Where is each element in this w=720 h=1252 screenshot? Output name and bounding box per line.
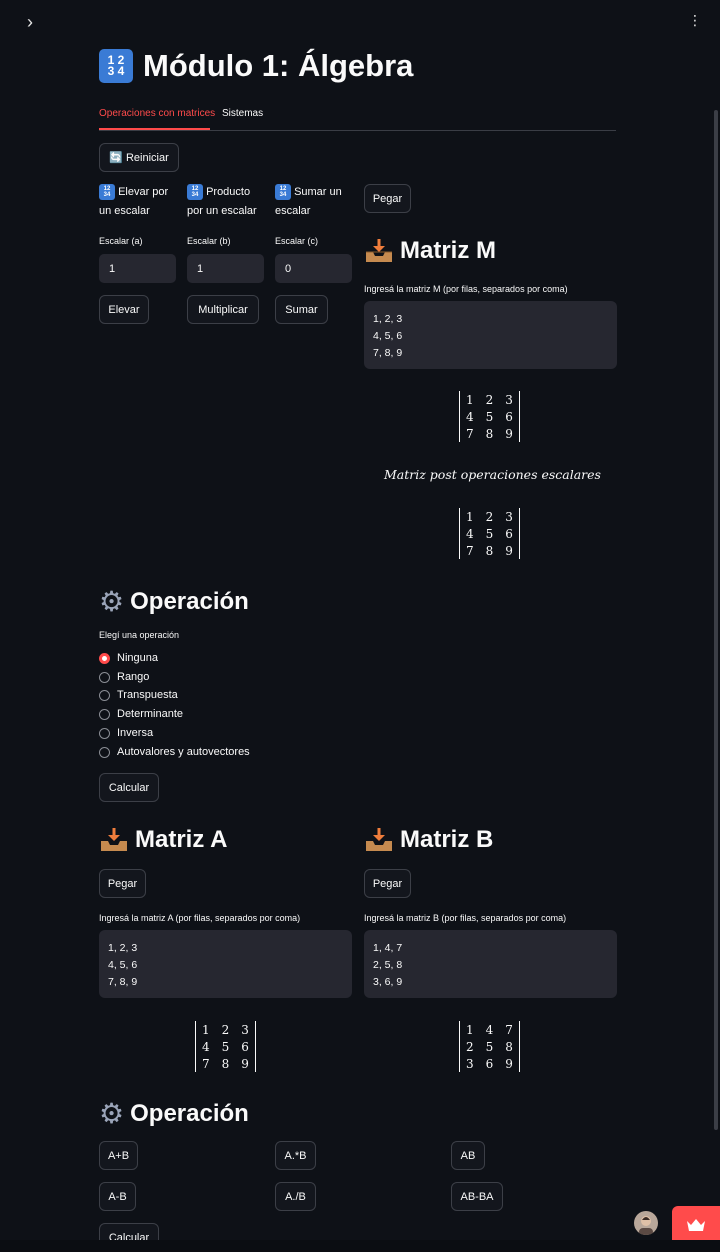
matrix-a-heading: Matriz A xyxy=(99,826,227,854)
page-title-text: Módulo 1: Álgebra xyxy=(143,48,414,83)
radio-unchecked-icon xyxy=(99,671,110,683)
matrix-a-input-label: Ingresá la matriz A (por filas, separado… xyxy=(99,913,301,923)
a-elementwise-mult-b-button[interactable]: A.*B xyxy=(275,1141,316,1170)
matrix-b-heading: Matriz B xyxy=(364,826,493,854)
matrix-b-input-label: Ingresá la matriz B (por filas, separado… xyxy=(364,913,567,923)
sidebar-expand-icon[interactable]: › xyxy=(27,12,33,32)
scalar-c-input[interactable]: 0 xyxy=(275,254,352,283)
bottom-bar xyxy=(0,1240,720,1252)
scalar-c-label: Escalar (c) xyxy=(275,236,319,246)
commutator-button[interactable]: AB-BA xyxy=(451,1182,503,1211)
scalar-op-heading-2: 12 34 Producto por un escalar xyxy=(187,184,257,217)
operation-heading-1: ⚙ Operación xyxy=(99,586,249,617)
elevar-button[interactable]: Elevar xyxy=(99,295,149,324)
scrollbar[interactable] xyxy=(714,110,718,1130)
numbers-emoji-icon: 12 34 xyxy=(99,184,115,201)
scalar-op-heading-1: 12 34 Elevar por un escalar xyxy=(99,184,169,217)
scalar-a-label: Escalar (a) xyxy=(99,236,143,246)
radio-checked-icon xyxy=(99,652,110,664)
calcular-button-1[interactable]: Calcular xyxy=(99,773,159,802)
matrix-m-heading: Matriz M xyxy=(364,237,496,265)
a-minus-b-button[interactable]: A-B xyxy=(99,1182,136,1211)
matrix-m-textarea[interactable]: 1, 2, 3 4, 5, 6 7, 8, 9 xyxy=(364,301,617,369)
radio-unchecked-icon xyxy=(99,708,110,720)
gear-icon: ⚙ xyxy=(99,586,125,617)
radio-option-ninguna[interactable]: Ninguna xyxy=(99,652,158,664)
scalar-a-input[interactable]: 1 xyxy=(99,254,176,283)
radio-option-autovalores[interactable]: Autovalores y autovectores xyxy=(99,746,250,758)
scalar-b-input[interactable]: 1 xyxy=(187,254,264,283)
radio-option-inversa[interactable]: Inversa xyxy=(99,727,153,739)
main-menu-icon[interactable]: ⋮ xyxy=(688,12,702,28)
operation-select-label: Elegí una operación xyxy=(99,630,180,640)
radio-option-determinante[interactable]: Determinante xyxy=(99,708,183,720)
paste-m-button[interactable]: Pegar xyxy=(364,184,411,213)
radio-unchecked-icon xyxy=(99,689,110,701)
radio-option-transpuesta[interactable]: Transpuesta xyxy=(99,689,178,701)
scalar-op-heading-3: 12 34 Sumar un escalar xyxy=(275,184,342,217)
numbers-emoji-icon: 12 34 xyxy=(275,184,291,201)
reset-button[interactable]: 🔄 Reiniciar xyxy=(99,143,179,172)
radio-unchecked-icon xyxy=(99,727,110,739)
inbox-tray-icon xyxy=(364,827,394,853)
ab-product-button[interactable]: AB xyxy=(451,1141,485,1170)
radio-option-rango[interactable]: Rango xyxy=(99,671,149,683)
scalar-b-label: Escalar (b) xyxy=(187,236,231,246)
gear-icon: ⚙ xyxy=(99,1098,125,1129)
radio-unchecked-icon xyxy=(99,746,110,758)
paste-b-button[interactable]: Pegar xyxy=(364,869,411,898)
inbox-tray-icon xyxy=(99,827,129,853)
tab-bar: Operaciones con matrices Sistemas xyxy=(99,104,616,131)
numbers-emoji-icon: 12 34 xyxy=(187,184,203,201)
operation-heading-2: ⚙ Operación xyxy=(99,1098,249,1129)
matrix-b-textarea[interactable]: 1, 4, 7 2, 5, 8 3, 6, 9 xyxy=(364,930,617,998)
active-tab-indicator xyxy=(99,128,210,130)
streamlit-crown-icon[interactable] xyxy=(672,1206,720,1244)
inbox-tray-icon xyxy=(364,238,394,264)
tab-operaciones-con-matrices[interactable]: Operaciones con matrices xyxy=(99,108,216,119)
matrix-a-textarea[interactable]: 1, 2, 3 4, 5, 6 7, 8, 9 xyxy=(99,930,352,998)
sumar-button[interactable]: Sumar xyxy=(275,295,328,324)
a-elementwise-div-b-button[interactable]: A./B xyxy=(275,1182,316,1211)
matrix-m-input-label: Ingresá la matriz M (por filas, separado… xyxy=(364,284,568,294)
multiplicar-button[interactable]: Multiplicar xyxy=(187,295,259,324)
a-plus-b-button[interactable]: A+B xyxy=(99,1141,138,1170)
avatar[interactable] xyxy=(634,1211,658,1235)
paste-a-button[interactable]: Pegar xyxy=(99,869,146,898)
tab-sistemas[interactable]: Sistemas xyxy=(222,108,264,119)
post-operations-caption: Matriz post operaciones escalares xyxy=(384,467,601,482)
